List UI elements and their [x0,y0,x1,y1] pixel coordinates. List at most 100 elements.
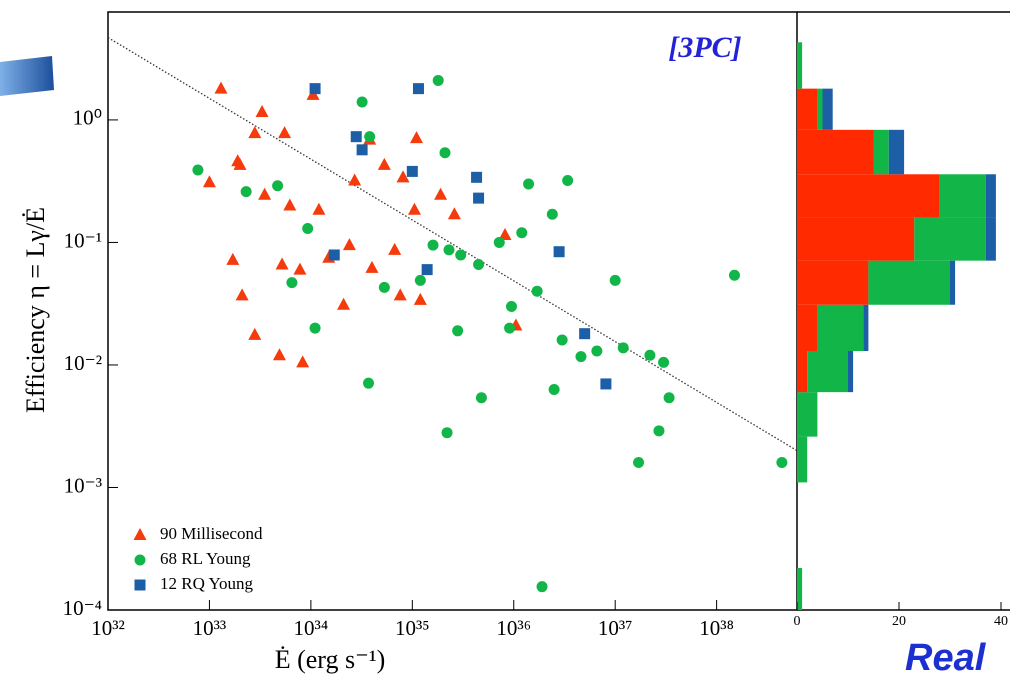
marker [350,131,362,143]
marker [240,186,252,198]
marker [633,456,645,468]
marker [258,187,272,200]
marker [133,528,147,540]
marker [348,173,362,186]
marker [473,259,485,271]
marker [427,239,439,251]
hist-bar [888,129,905,175]
x-tick-label: 40 [994,614,1008,629]
legend-label: 90 Millisecond [160,524,263,543]
marker [342,238,356,251]
hist-bar [868,260,950,305]
hist-bar [985,174,996,218]
marker [447,207,461,220]
marker [309,322,321,334]
marker [553,246,565,258]
marker [504,322,516,334]
x-tick-label: 10³³ [193,616,227,640]
marker [407,202,421,215]
x-tick-label: 10³² [91,616,125,640]
marker [505,301,517,313]
marker [255,105,269,118]
hist-bar [939,174,986,218]
annotation: [3PC] [668,31,741,64]
marker [531,285,543,297]
marker [272,348,286,361]
marker [233,157,247,170]
marker [452,325,464,337]
x-tick-label: 10³⁴ [294,616,329,640]
marker [248,327,262,340]
marker [412,83,424,95]
plot-frame [107,11,798,611]
hist-bar [797,568,803,610]
marker [192,164,204,176]
marker [473,192,485,204]
marker [536,581,548,593]
overlay-text: Real [905,637,987,679]
trend-line [107,37,798,452]
marker [475,392,487,404]
marker [235,288,249,301]
marker [388,242,402,255]
marker [575,351,587,363]
marker [202,175,216,188]
hist-bar [914,217,986,261]
legend-label: 68 RL Young [160,549,251,568]
hist-bar [797,392,818,437]
legend-item: 12 RQ Young [134,574,254,593]
marker [600,378,612,390]
x-tick-label: 10³⁸ [699,616,734,640]
marker [421,264,433,276]
marker [283,198,297,211]
y-tick-label: 10⁻⁴ [63,596,102,620]
y-tick-label: 10⁻³ [64,473,102,497]
marker [658,356,670,368]
marker [337,297,351,310]
marker [548,384,560,396]
hist-bar [807,350,848,393]
marker [556,334,568,346]
legend-label: 12 RQ Young [160,574,254,593]
hist-bar [797,129,874,175]
x-tick-label: 10³⁵ [395,616,430,640]
marker [309,83,321,95]
hist-bar [848,350,854,393]
marker [413,292,427,305]
x-tick-label: 0 [794,614,801,629]
y-tick-label: 10⁰ [73,106,102,130]
marker [134,554,146,566]
marker [523,178,535,190]
marker [471,171,483,183]
marker [591,345,603,357]
marker [278,126,292,139]
marker [293,262,307,275]
marker [377,157,391,170]
hist-bar [797,174,940,218]
marker [296,355,310,368]
marker [617,342,629,354]
marker [356,144,368,156]
marker [134,579,146,591]
x-axis-label: Ė (erg s⁻¹) [275,645,386,674]
hist-bar [873,129,889,175]
hist-bar [797,217,915,261]
marker [302,222,314,234]
marker [644,349,656,361]
y-axis-label: Efficiency η = Lγ/Ė [21,207,50,413]
marker [248,126,262,139]
hist-bar [822,88,833,130]
marker [363,377,375,389]
marker [439,147,451,159]
marker [562,175,574,187]
marker [378,281,390,293]
marker [776,456,788,468]
hist-bar [950,260,956,305]
marker [356,96,368,108]
hist-bar [797,304,818,351]
legend-item: 68 RL Young [134,549,251,568]
y-tick-label: 10⁻¹ [64,228,102,252]
hist-bar [797,436,808,483]
marker [275,257,289,270]
